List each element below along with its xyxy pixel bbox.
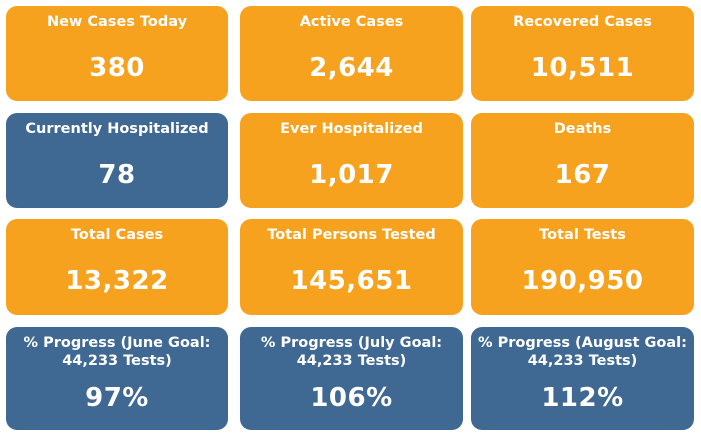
- tile-label: Total Tests: [539, 227, 626, 243]
- tile-label: Recovered Cases: [513, 14, 652, 30]
- tile-value: 78: [98, 160, 136, 190]
- tile-value: 145,651: [290, 266, 413, 296]
- tile-value: 10,511: [530, 53, 635, 83]
- tile-label: Ever Hospitalized: [280, 121, 423, 137]
- tile-progress-june: % Progress (June Goal: 44,233 Tests) 97%: [6, 327, 228, 430]
- tile-deaths: Deaths 167: [471, 113, 694, 208]
- tile-currently-hospitalized: Currently Hospitalized 78: [6, 113, 228, 208]
- tile-new-cases-today: New Cases Today 380: [6, 6, 228, 101]
- tile-total-persons-tested: Total Persons Tested 145,651: [240, 219, 463, 315]
- tile-label: % Progress (August Goal: 44,233 Tests): [478, 335, 687, 369]
- tile-label: % Progress (June Goal: 44,233 Tests): [23, 335, 211, 369]
- tile-value: 2,644: [309, 53, 394, 83]
- tile-label: Deaths: [553, 121, 612, 137]
- tile-label: Active Cases: [299, 14, 404, 30]
- tile-value: 112%: [541, 383, 624, 413]
- tile-value: 106%: [310, 383, 393, 413]
- tile-label: Currently Hospitalized: [25, 121, 209, 137]
- tile-label: % Progress (July Goal: 44,233 Tests): [260, 335, 443, 369]
- tile-ever-hospitalized: Ever Hospitalized 1,017: [240, 113, 463, 208]
- tile-value: 1,017: [309, 160, 394, 190]
- tile-total-cases: Total Cases 13,322: [6, 219, 228, 315]
- tile-total-tests: Total Tests 190,950: [471, 219, 694, 315]
- tile-recovered-cases: Recovered Cases 10,511: [471, 6, 694, 101]
- tile-label: New Cases Today: [46, 14, 188, 30]
- tile-label: Total Cases: [70, 227, 164, 243]
- tile-active-cases: Active Cases 2,644: [240, 6, 463, 101]
- tile-value: 190,950: [521, 266, 644, 296]
- tile-label: Total Persons Tested: [267, 227, 436, 243]
- tile-value: 13,322: [65, 266, 169, 296]
- tile-value: 380: [89, 53, 145, 83]
- tile-value: 97%: [85, 383, 149, 413]
- tile-progress-july: % Progress (July Goal: 44,233 Tests) 106…: [240, 327, 463, 430]
- tile-value: 167: [554, 160, 611, 190]
- tile-progress-august: % Progress (August Goal: 44,233 Tests) 1…: [471, 327, 694, 430]
